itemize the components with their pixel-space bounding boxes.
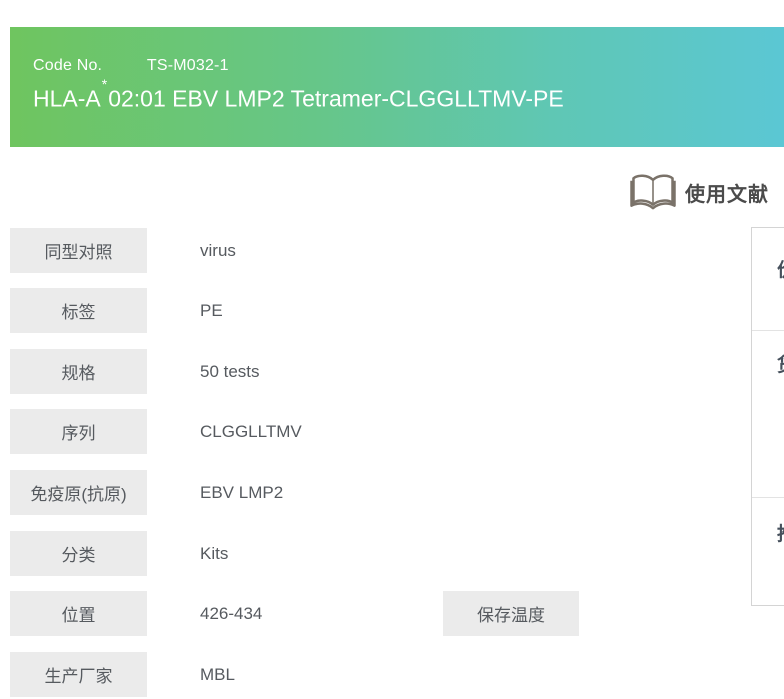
usage-literature-label: 使用文献 <box>685 183 769 206</box>
code-line: Code No. TS-M032-1 <box>33 57 229 75</box>
property-label: 生产厂家 <box>10 652 147 697</box>
side-panel-section-title: 货期 <box>777 350 784 377</box>
property-value: MBL <box>200 665 235 684</box>
property-label: 位置 <box>10 591 147 636</box>
usage-literature-link[interactable]: 使用文献 <box>630 170 769 214</box>
property-value: EBV LMP2 <box>200 483 284 502</box>
property-row-label: 标签 PE <box>0 288 784 333</box>
property-label: 免疫原(抗原) <box>10 470 147 515</box>
product-title-suffix: 02:01 EBV LMP2 Tetramer-CLGGLLTMV-PE <box>108 85 564 112</box>
property-row-size: 规格 50 tests <box>0 349 784 394</box>
side-panel-section-title: 价格 <box>777 255 784 282</box>
side-info-panel: 价格 货期 推荐 <box>751 227 784 606</box>
code-label: Code No. <box>33 57 103 74</box>
property-label: 序列 <box>10 409 147 454</box>
product-title: HLA-A*02:01 EBV LMP2 Tetramer-CLGGLLTMV-… <box>33 76 564 113</box>
product-header-banner: Code No. TS-M032-1 HLA-A*02:01 EBV LMP2 … <box>10 27 784 147</box>
side-panel-section-title: 推荐 <box>777 519 784 546</box>
code-value: TS-M032-1 <box>146 57 229 74</box>
property-row-immunogen: 免疫原(抗原) EBV LMP2 <box>0 470 784 515</box>
property-row-category: 分类 Kits <box>0 531 784 576</box>
property-label: 规格 <box>10 349 147 394</box>
open-book-icon <box>630 172 676 213</box>
property-value: Kits <box>200 544 229 563</box>
property-label: 同型对照 <box>10 228 147 273</box>
product-title-asterisk: * <box>101 76 108 92</box>
property-label: 标签 <box>10 288 147 333</box>
property-row-manufacturer: 生产厂家 MBL <box>0 652 784 697</box>
property-row-sequence: 序列 CLGGLLTMV <box>0 409 784 454</box>
property-label: 分类 <box>10 531 147 576</box>
property-value: CLGGLLTMV <box>200 422 302 441</box>
storage-temperature-label: 保存温度 <box>443 591 579 636</box>
property-value: 50 tests <box>200 362 260 381</box>
product-title-prefix: HLA-A <box>33 85 101 112</box>
property-value: 426-434 <box>200 604 263 623</box>
divider <box>752 330 784 331</box>
property-value: virus <box>200 241 236 260</box>
property-row-position: 位置 426-434 保存温度 <box>0 591 784 636</box>
property-row-isotype-control: 同型对照 virus <box>0 228 784 273</box>
property-value: PE <box>200 301 223 320</box>
divider <box>752 497 784 498</box>
